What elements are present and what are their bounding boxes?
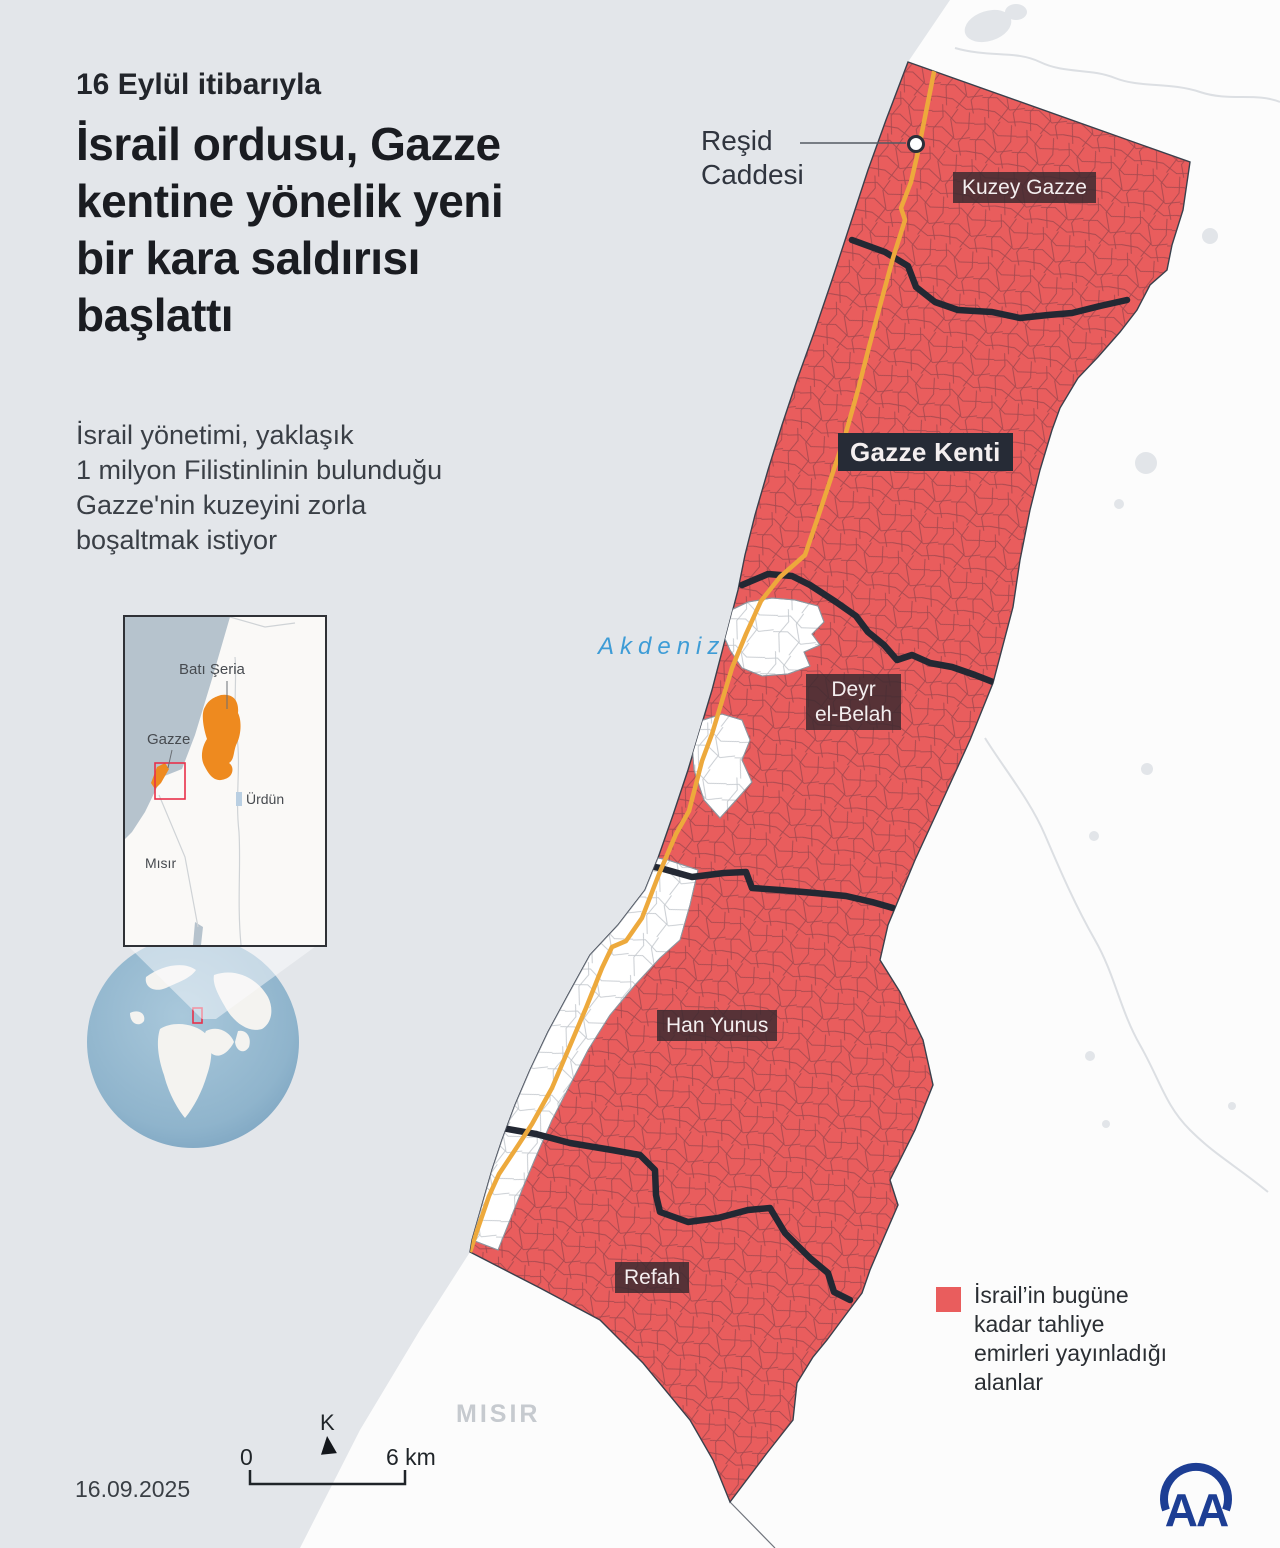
inset-label-egypt: Mısır	[145, 855, 177, 871]
egypt-israel-border	[729, 1501, 776, 1548]
locator-inset-map: Batı Şeria Gazze Ürdün Mısır	[123, 615, 327, 947]
area-label-refah: Refah	[615, 1262, 690, 1293]
area-label-deyr-el-belah: Deyr el-Belah	[806, 674, 902, 730]
sea-label: Akdeniz	[598, 633, 726, 660]
inset-label-west-bank: Batı Şeria	[179, 661, 245, 678]
north-arrow-icon	[320, 1436, 337, 1455]
governorate-borders	[498, 236, 1131, 1304]
agency-logo: AA	[1160, 1462, 1232, 1536]
kicker: 16 Eylül itibarıyla	[76, 68, 322, 101]
rashid-road	[470, 62, 939, 1253]
road-callout-label: Reşid Caddesi	[701, 125, 804, 190]
subtitle: İsrail yönetimi, yaklaşık 1 milyon Filis…	[76, 420, 443, 555]
legend-text: İsrail’in bugüne kadar tahliye emirleri …	[974, 1282, 1168, 1395]
scale-bar	[248, 1436, 407, 1486]
land-borders	[954, 47, 1280, 1193]
land-city-blobs	[964, 4, 1236, 1128]
egypt-label: MISIR	[456, 1400, 541, 1428]
inset-label-gaza: Gazze	[147, 731, 191, 748]
inset-dead-sea	[236, 792, 242, 806]
inset-west-bank	[201, 694, 241, 781]
agency-logo-text: AA	[1165, 1484, 1228, 1536]
north-label: K	[320, 1410, 335, 1435]
page-title: İsrail ordusu, Gazze kentine yönelik yen…	[76, 118, 504, 341]
scale-start-label: 0	[240, 1444, 253, 1470]
inset-egypt-border	[158, 794, 199, 928]
road-marker-dot	[907, 135, 925, 153]
projection-cone	[123, 941, 323, 1019]
area-label-han-yunus: Han Yunus	[657, 1010, 778, 1041]
date-label: 16.09.2025	[75, 1476, 191, 1502]
inset-gaza-frame	[154, 762, 186, 800]
scale-end-label: 6 km	[386, 1444, 436, 1470]
inset-leader-gaza	[167, 749, 173, 769]
inset-sea	[125, 617, 230, 839]
legend-swatch	[936, 1287, 961, 1312]
area-label-kuzey-gazze: Kuzey Gazze	[953, 172, 1096, 203]
inset-label-jordan: Ürdün	[246, 791, 285, 807]
area-label-gazze-kenti: Gazze Kenti	[838, 433, 1013, 471]
